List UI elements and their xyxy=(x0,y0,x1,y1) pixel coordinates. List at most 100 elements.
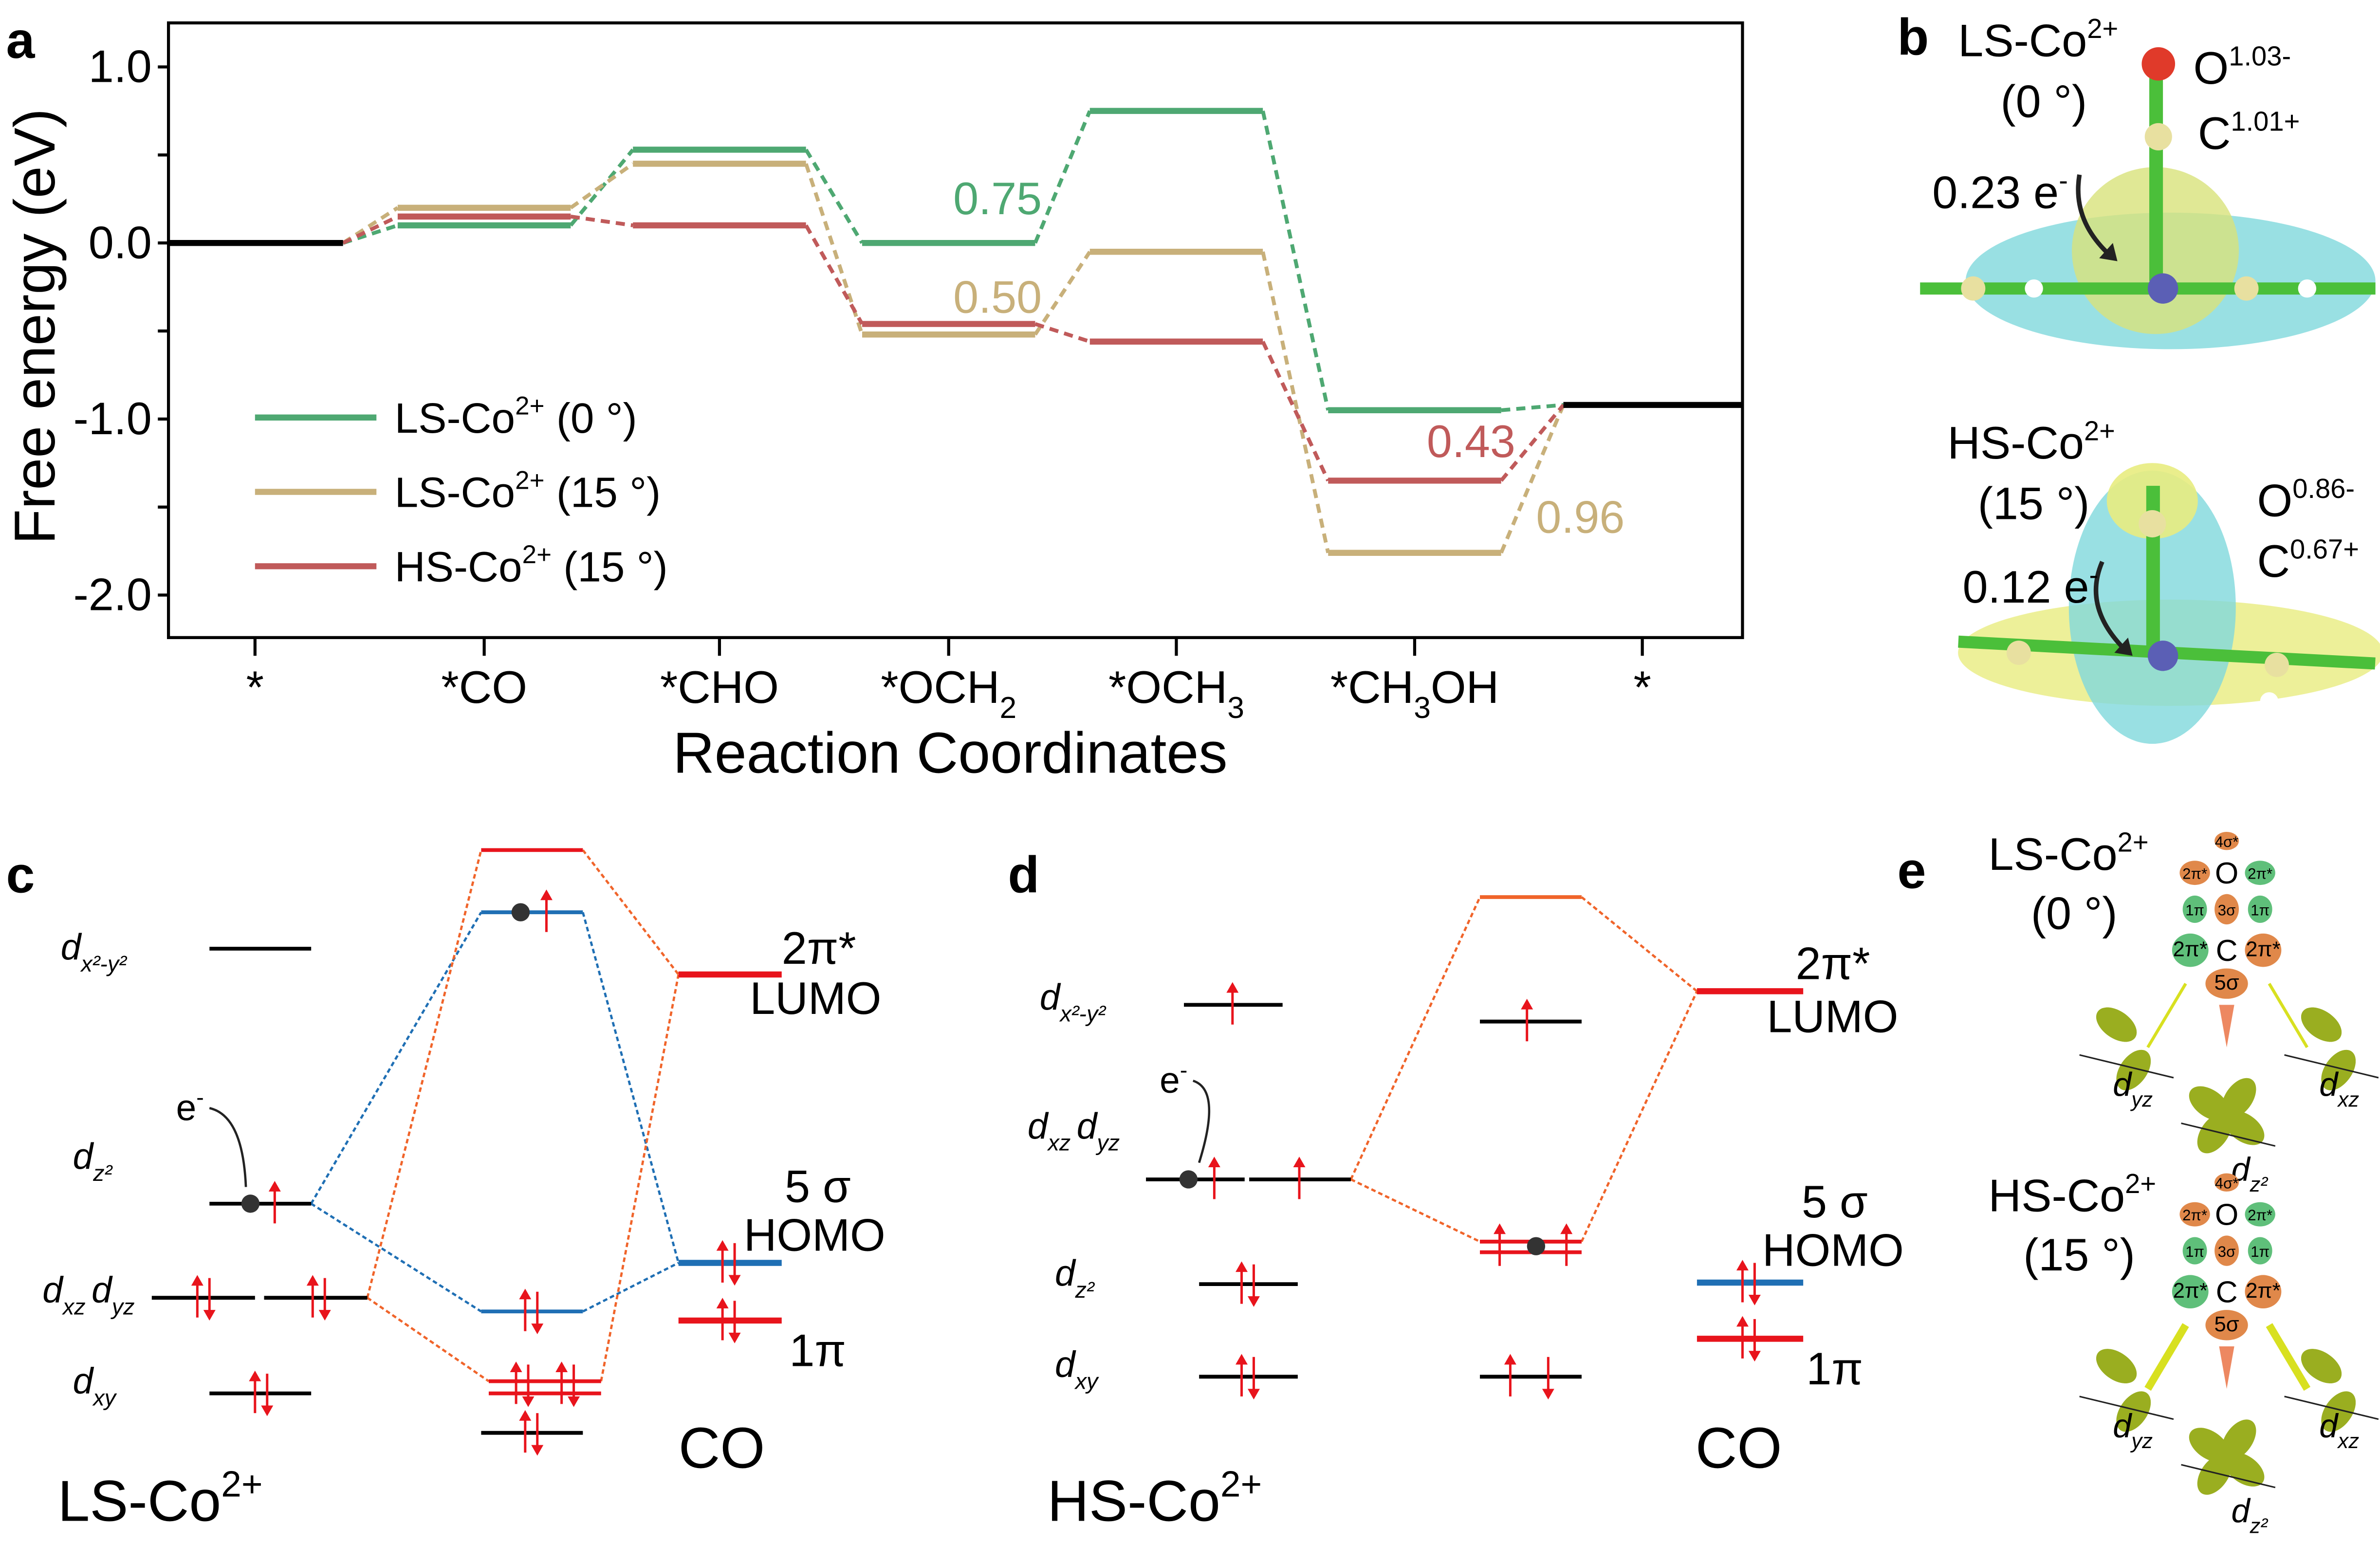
legend-name: HS-Co xyxy=(395,543,522,590)
arrowhead xyxy=(1560,1223,1573,1234)
label-lumo: LUMO xyxy=(1767,991,1898,1042)
axis-arrow xyxy=(2284,1054,2379,1079)
connector-1-4 xyxy=(1261,251,1330,553)
e-ls-angle: (0 °) xyxy=(2031,888,2118,939)
arrowhead xyxy=(1748,1351,1761,1362)
arrowhead xyxy=(261,1405,274,1416)
y-tick-label: -1.0 xyxy=(74,393,152,444)
electron-dot xyxy=(1527,1237,1546,1255)
legend: LS-Co2+ (0 °)LS-Co2+ (15 °)HS-Co2+ (15 °… xyxy=(255,392,668,590)
d-orbital-label: dz² xyxy=(2231,1492,2268,1538)
d-letter: d xyxy=(2319,1407,2339,1445)
axis-arrow xyxy=(2284,1396,2379,1420)
connector-0-5 xyxy=(1501,403,1564,412)
mo-lobe-label: 2π* xyxy=(2173,1279,2208,1303)
label-2pi-star: 2π* xyxy=(1796,937,1870,989)
arrowhead xyxy=(1236,1354,1248,1365)
d-orbital-lobe xyxy=(2189,1086,2230,1121)
mo-lobe xyxy=(2245,933,2282,967)
d-orbital-lobe xyxy=(2301,1349,2342,1383)
arrowhead xyxy=(568,1396,580,1407)
mo-diagram-ls xyxy=(151,848,782,1456)
ls-angle: (0 °) xyxy=(2001,75,2087,127)
d-orbital-lobe xyxy=(2096,1349,2137,1383)
e-hs-title: HS-Co2+ xyxy=(1989,1168,2157,1221)
d-subscript: xz xyxy=(2337,1087,2359,1111)
label-dxy: dxy xyxy=(1055,1343,1099,1394)
label-co: CO xyxy=(679,1416,765,1480)
mo-lobe-label: 5σ xyxy=(2214,971,2239,994)
back-donation-arrow-icon xyxy=(2268,983,2309,1048)
d-orbital-lobe xyxy=(2301,1007,2342,1042)
x-axis-label: Reaction Coordinates xyxy=(673,721,1227,785)
arrowhead xyxy=(531,1445,544,1456)
oxygen-atom xyxy=(2141,47,2176,81)
connector-1-5 xyxy=(1499,404,1566,554)
mo-lobe-label: 2π* xyxy=(2173,937,2208,961)
d-orbital-lobe xyxy=(2197,1113,2232,1154)
mo-lobe-label: 1π xyxy=(2251,901,2269,919)
mo-lobe-label: 2π* xyxy=(2182,1207,2207,1224)
y-tick-label: 1.0 xyxy=(89,41,152,92)
d-letter: d xyxy=(2231,1492,2251,1530)
legend-name: LS-Co xyxy=(395,394,515,442)
mo-lobe-label: 4σ* xyxy=(2215,1175,2239,1192)
label-dxy: dxy xyxy=(73,1360,117,1411)
d-orbital-lobe xyxy=(2096,1007,2137,1042)
legend-label-2: HS-Co2+ (15 °) xyxy=(395,540,668,590)
atom-o-label: O xyxy=(2215,857,2239,890)
d-letter: d xyxy=(2319,1066,2339,1103)
barrier-annotation: 0.96 xyxy=(1536,492,1624,543)
tick-label-part: *CH xyxy=(1330,662,1414,713)
label-5sigma: 5 σ xyxy=(785,1161,851,1212)
arrowhead xyxy=(1521,998,1533,1010)
legend-sup: 2+ xyxy=(515,392,544,421)
d-orbital-lobe xyxy=(2116,1391,2151,1432)
correlation-line xyxy=(366,849,482,1298)
mo-lobe-label: 2π* xyxy=(2248,1207,2272,1224)
arrowhead xyxy=(1236,1261,1248,1272)
connector-2-2 xyxy=(804,224,864,325)
d-orbital-lobe xyxy=(2197,1454,2232,1495)
legend-label-1: LS-Co2+ (15 °) xyxy=(395,466,661,516)
connector-2-3 xyxy=(1034,322,1090,344)
arrowhead xyxy=(540,889,553,900)
atom-c-label: C xyxy=(2216,1276,2238,1309)
electron-label: e- xyxy=(1160,1057,1187,1101)
arrowhead xyxy=(519,1288,532,1300)
panel-label-b: b xyxy=(1897,9,1929,66)
electron-label: e- xyxy=(176,1084,204,1128)
arrowhead xyxy=(728,1332,741,1343)
connector-0-0 xyxy=(342,223,399,245)
tick-label-part: *OCH xyxy=(881,662,999,713)
tick-label-part: * xyxy=(246,662,264,713)
arrowhead xyxy=(1293,1157,1306,1168)
label-lumo: LUMO xyxy=(750,973,881,1024)
hs-o-charge: O0.86- xyxy=(2257,473,2355,526)
hs-transfer: 0.12 e- xyxy=(1963,560,2099,612)
mo-lobe xyxy=(2245,861,2275,885)
d-letter: d xyxy=(2113,1407,2132,1445)
mo-lobe xyxy=(2245,1202,2275,1227)
mo-lobe xyxy=(2172,1275,2209,1308)
electron-dot xyxy=(1179,1170,1198,1189)
mo-lobe xyxy=(2205,968,2248,999)
connector-2-1 xyxy=(570,215,633,227)
donation-arrow-icon xyxy=(2219,1346,2234,1389)
legend-sup: 2+ xyxy=(522,540,552,569)
ls-o-charge: O1.03- xyxy=(2193,40,2291,93)
correlation-line xyxy=(600,974,680,1382)
mo-lobe-label: 4σ* xyxy=(2215,833,2239,850)
x-tick-label: *OCH2 xyxy=(881,662,1016,725)
mo-lobe-label: 2π* xyxy=(2248,865,2272,882)
arrowhead xyxy=(1504,1354,1516,1365)
hs-title: HS-Co2+ xyxy=(1947,416,2115,468)
ls-c-charge: C1.01+ xyxy=(2198,106,2300,158)
hs-c-charge: C0.67+ xyxy=(2257,534,2359,587)
mo-lobe xyxy=(2214,831,2239,850)
label-2pi-star: 2π* xyxy=(782,922,856,974)
mo-lobe-label: 5σ xyxy=(2214,1312,2239,1336)
connector-2-5 xyxy=(1499,404,1565,482)
mo-lobe-label: 1π xyxy=(2185,1243,2204,1260)
